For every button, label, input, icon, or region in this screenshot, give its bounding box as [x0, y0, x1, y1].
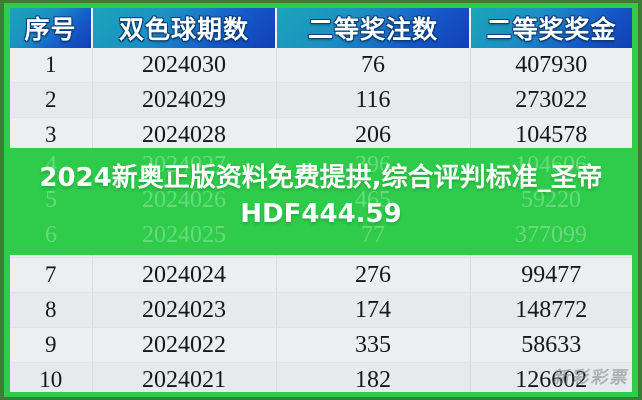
cell-bets: 206 [276, 117, 471, 153]
cell-bets: 116 [276, 82, 471, 118]
cell-issue: 2024027 [92, 152, 277, 188]
cell-prize: 59220 [470, 187, 632, 223]
table-row[interactable]: 1 2024030 76 407930 [10, 48, 632, 83]
table-row[interactable]: 2 2024029 116 273022 [10, 82, 632, 118]
cell-bets: 174 [276, 292, 471, 328]
col-header-prize[interactable]: 二等奖奖金 [470, 8, 632, 48]
col-header-bets[interactable]: 二等奖注数 [276, 8, 471, 48]
cell-issue: 2024024 [92, 257, 277, 293]
cell-issue: 2024025 [92, 222, 277, 258]
cell-prize: 104606 [470, 152, 632, 188]
cell-bets: 335 [276, 327, 471, 363]
cell-index: 5 [10, 187, 93, 223]
cell-bets: 77 [276, 222, 471, 258]
cell-index: 3 [10, 117, 93, 153]
cell-index: 2 [10, 82, 93, 118]
cell-prize: 273022 [470, 82, 632, 118]
table-row[interactable]: 7 2024024 276 99477 [10, 257, 632, 293]
cell-prize: 58633 [470, 327, 632, 363]
cell-index: 8 [10, 292, 93, 328]
cell-prize: 99477 [470, 257, 632, 293]
cell-index: 4 [10, 152, 93, 188]
lottery-table-container: 序号 双色球期数 二等奖注数 二等奖奖金 1 2024030 76 407930… [10, 8, 632, 392]
table-row[interactable]: 10 2024021 182 126602 [10, 362, 632, 392]
col-header-issue[interactable]: 双色球期数 [92, 8, 277, 48]
cell-prize: 377099 [470, 222, 632, 258]
cell-issue: 2024028 [92, 117, 277, 153]
cell-issue: 2024026 [92, 187, 277, 223]
cell-index: 7 [10, 257, 93, 293]
cell-issue: 2024023 [92, 292, 277, 328]
table-row[interactable]: 5 2024026 465 59220 [10, 187, 632, 223]
cell-issue: 2024029 [92, 82, 277, 118]
cell-bets: 276 [276, 257, 471, 293]
table-row[interactable]: 9 2024022 335 58633 [10, 327, 632, 363]
table-row[interactable]: 8 2024023 174 148772 [10, 292, 632, 328]
cell-index: 1 [10, 48, 93, 83]
cell-issue: 2024021 [92, 362, 277, 392]
cell-bets: 182 [276, 362, 471, 392]
lottery-results-table: 序号 双色球期数 二等奖注数 二等奖奖金 1 2024030 76 407930… [10, 8, 632, 392]
col-header-index[interactable]: 序号 [10, 8, 93, 48]
cell-bets: 76 [276, 48, 471, 83]
cell-index: 6 [10, 222, 93, 258]
cell-index: 9 [10, 327, 93, 363]
cell-issue: 2024022 [92, 327, 277, 363]
table-row[interactable]: 3 2024028 206 104578 [10, 117, 632, 153]
cell-bets: 396 [276, 152, 471, 188]
cell-issue: 2024030 [92, 48, 277, 83]
table-header-row: 序号 双色球期数 二等奖注数 二等奖奖金 [10, 8, 632, 48]
cell-index: 10 [10, 362, 93, 392]
cell-prize: 126602 [470, 362, 632, 392]
cell-prize: 104578 [470, 117, 632, 153]
table-body: 1 2024030 76 407930 2 2024029 116 273022… [10, 48, 632, 392]
table-row[interactable]: 4 2024027 396 104606 [10, 152, 632, 188]
cell-bets: 465 [276, 187, 471, 223]
cell-prize: 148772 [470, 292, 632, 328]
cell-prize: 407930 [470, 48, 632, 83]
table-row[interactable]: 6 2024025 77 377099 [10, 222, 632, 258]
